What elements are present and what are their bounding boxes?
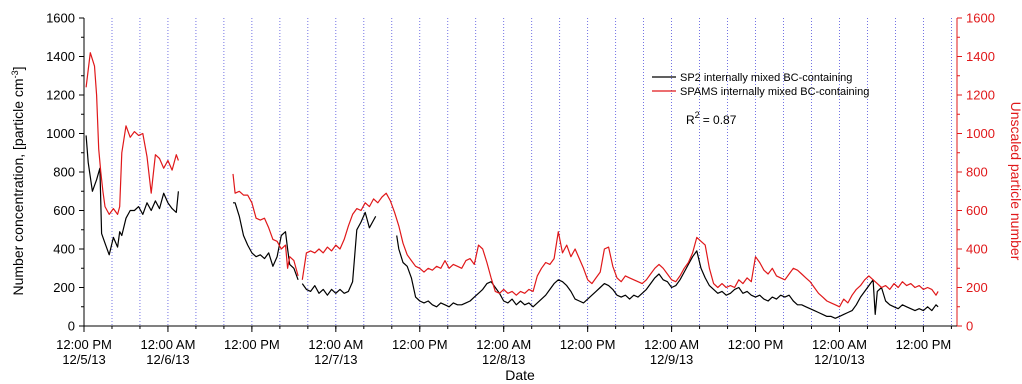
y-axis-right-title: Unscaled particle number <box>1008 102 1022 261</box>
r-squared-annotation: R2 = 0.87 <box>686 110 737 127</box>
y-axis-left-title: Number concentration, [particle cm-3] <box>10 67 26 296</box>
y-right-tick-label: 600 <box>966 203 988 218</box>
x-tick-time-label: 12:00 PM <box>560 337 616 352</box>
x-tick-date-label: 12/9/13 <box>650 352 693 367</box>
vertical-grid <box>83 18 952 326</box>
x-tick-time-label: 12:00 AM <box>308 337 363 352</box>
y-left-tick-label: 1600 <box>46 11 75 26</box>
x-tick-time-label: 12:00 AM <box>812 337 867 352</box>
y-left-tick-label: 1000 <box>46 126 75 141</box>
x-tick-time-label: 12:00 AM <box>140 337 195 352</box>
y-right-tick-label: 400 <box>966 242 988 257</box>
y-left-tick-label: 600 <box>53 203 75 218</box>
y-right-tick-label: 800 <box>966 165 988 180</box>
x-tick-date-label: 12/10/13 <box>814 352 865 367</box>
x-tick-date-label: 12/7/13 <box>314 352 357 367</box>
y-left-tick-label: 1200 <box>46 88 75 103</box>
x-tick-time-label: 12:00 PM <box>224 337 280 352</box>
axes: 0 200 400 600 800 1000 1200 1400 1600 0 200 400 600 8… <box>46 11 995 368</box>
y-left-tick-label: 0 <box>68 319 75 334</box>
spams-series-line <box>232 173 299 277</box>
x-tick-date-label: 12/8/13 <box>482 352 525 367</box>
y-right-tick-label: 0 <box>966 319 973 334</box>
y-right-tick-label: 1200 <box>966 88 995 103</box>
x-tick-time-label: 12:00 AM <box>644 337 699 352</box>
legend-label-spams: SPAMS internally mixed BC-containing <box>680 86 869 98</box>
x-tick-date-label: 12/6/13 <box>146 352 189 367</box>
y-left-tick-label: 400 <box>53 242 75 257</box>
x-axis-title: Date <box>505 367 535 383</box>
legend: SP2 internally mixed BC-containing SPAMS… <box>652 72 869 98</box>
y-right-tick-label: 1600 <box>966 11 995 26</box>
x-tick-time-label: 12:00 AM <box>476 337 531 352</box>
y-right-tick-label: 1400 <box>966 49 995 64</box>
y-left-tick-label: 200 <box>53 280 75 295</box>
x-tick-time-label: 12:00 PM <box>896 337 952 352</box>
spams-series-line <box>85 52 179 215</box>
y-left-tick-label: 800 <box>53 165 75 180</box>
y-left-tick-label: 1400 <box>46 49 75 64</box>
x-tick-time-label: 12:00 PM <box>728 337 784 352</box>
y-right-tick-label: 200 <box>966 280 988 295</box>
x-tick-time-label: 12:00 PM <box>56 337 112 352</box>
sp2-series-line <box>233 202 299 281</box>
plot-area <box>85 52 939 319</box>
x-tick-date-label: 12/5/13 <box>62 352 105 367</box>
sp2-series-line <box>301 211 377 296</box>
sp2-series-line <box>396 235 939 319</box>
y-right-tick-label: 1000 <box>966 126 995 141</box>
legend-label-sp2: SP2 internally mixed BC-containing <box>680 72 852 84</box>
spams-series-line <box>301 192 939 308</box>
sp2-series-line <box>85 135 179 256</box>
x-tick-time-label: 12:00 PM <box>392 337 448 352</box>
